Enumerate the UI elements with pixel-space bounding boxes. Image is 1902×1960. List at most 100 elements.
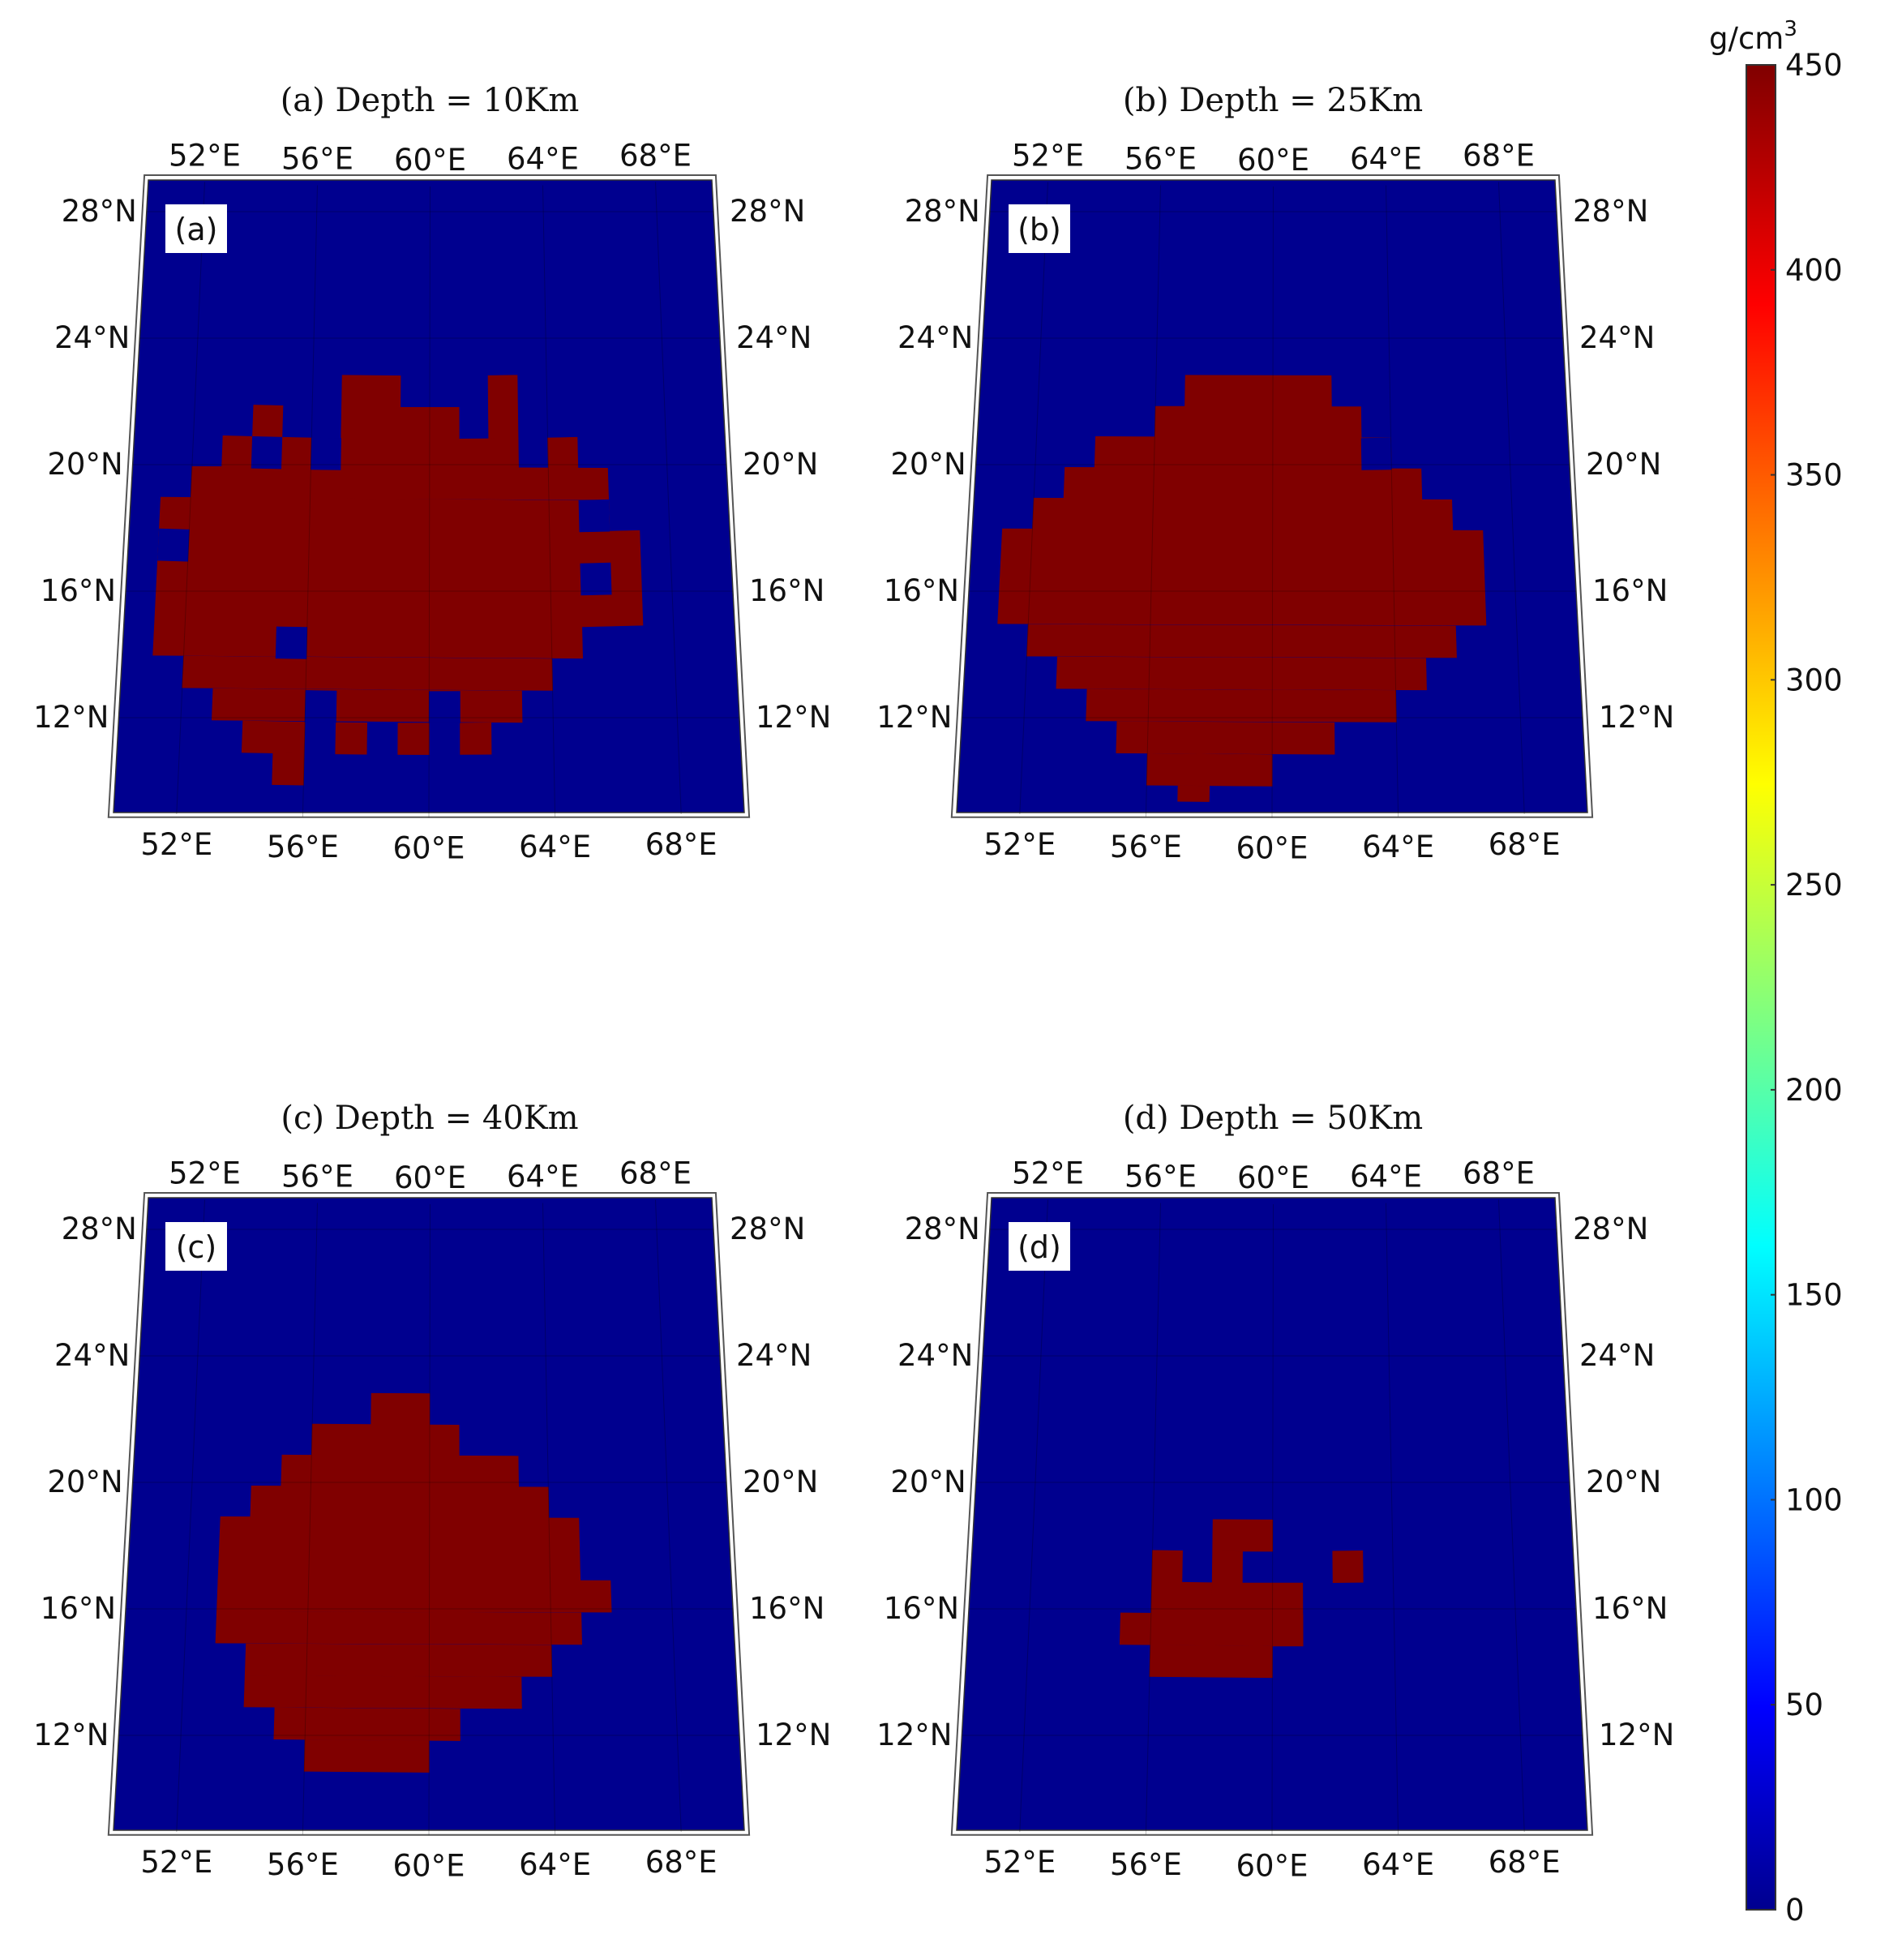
- colorbar-gradient: [1746, 64, 1776, 1911]
- map-panel-3: (c) Depth = 40Km 52°E 52°E 56°E 56°E 60°E 60°E…: [33, 1100, 831, 1883]
- lat-tick-left: 28°N: [905, 1212, 980, 1246]
- map-panel-1: (a) Depth = 10Km 52°E 52°E 56°E 56°E 60°E 60°E…: [33, 82, 831, 865]
- lat-tick-right: 20°N: [1586, 447, 1661, 482]
- lat-tick-left: 20°N: [890, 1465, 966, 1499]
- lon-tick-bottom: 68°E: [645, 827, 718, 862]
- lon-tick-bottom: 52°E: [140, 827, 212, 862]
- density-cell: [997, 528, 1487, 626]
- density-cell: [273, 1707, 461, 1741]
- map-panel-4: (d) Depth = 50Km 52°E 52°E 56°E 56°E 60°E 60°E…: [876, 1100, 1674, 1883]
- density-cell: [1032, 497, 1454, 532]
- meridian-line: [176, 182, 205, 814]
- lat-tick-right: 20°N: [743, 447, 818, 482]
- lon-tick-bottom: 52°E: [983, 1845, 1056, 1880]
- density-cell: [241, 720, 306, 754]
- lon-tick-top: 64°E: [1350, 1159, 1422, 1194]
- meridian-line: [1271, 186, 1274, 818]
- meridian-line: [302, 185, 318, 817]
- density-cell: [1026, 624, 1457, 658]
- density-cell: [579, 530, 611, 564]
- panel-tag-box: [165, 1222, 227, 1271]
- lat-tick-left: 28°N: [62, 1212, 137, 1246]
- lat-tick-left: 16°N: [41, 1591, 116, 1626]
- lat-tick-right: 12°N: [1599, 1718, 1674, 1752]
- lat-tick-left: 16°N: [884, 1591, 959, 1626]
- density-cell: [458, 438, 520, 471]
- low-cell: [578, 499, 610, 533]
- lon-tick-bottom: 60°E: [393, 1848, 465, 1883]
- lon-tick-bottom: 64°E: [1362, 1847, 1434, 1882]
- density-cell: [272, 753, 305, 786]
- lat-tick-right: 24°N: [736, 320, 812, 355]
- density-cell: [340, 438, 460, 471]
- meridian-line: [428, 1203, 431, 1836]
- lat-tick-left: 16°N: [884, 573, 959, 608]
- lon-tick-top: 52°E: [1012, 1156, 1084, 1190]
- lat-tick-right: 20°N: [743, 1465, 818, 1499]
- low-cell: [251, 435, 283, 470]
- lat-tick-right: 16°N: [1592, 573, 1668, 608]
- colorbar-tick-label: 400: [1785, 253, 1843, 288]
- lat-tick-right: 24°N: [736, 1338, 812, 1373]
- low-cell: [275, 626, 308, 659]
- lon-tick-top: 60°E: [1237, 143, 1309, 178]
- density-cell: [1177, 785, 1210, 802]
- lon-tick-top: 60°E: [1237, 1160, 1309, 1195]
- density-cell: [1149, 1645, 1273, 1679]
- lon-tick-top: 64°E: [507, 1159, 579, 1194]
- meridian-line: [1019, 182, 1048, 814]
- panel-title: (d) Depth = 50Km: [1123, 1100, 1423, 1137]
- lon-tick-top: 52°E: [169, 138, 241, 173]
- density-cell: [397, 723, 430, 755]
- density-cell: [1211, 1550, 1243, 1615]
- density-cell: [1056, 656, 1427, 691]
- lat-tick-right: 16°N: [749, 573, 825, 608]
- density-cell: [152, 496, 584, 659]
- density-cell: [216, 1579, 612, 1613]
- meridian-line: [1145, 185, 1161, 817]
- lat-tick-left: 12°N: [33, 1718, 109, 1752]
- meridian-line: [176, 1199, 205, 1832]
- lat-tick-right: 24°N: [1579, 1338, 1655, 1373]
- colorbar-tick-label: 200: [1785, 1073, 1843, 1108]
- low-cell: [157, 528, 190, 562]
- colorbar-tick-label: 50: [1785, 1688, 1823, 1722]
- lat-tick-left: 16°N: [41, 573, 116, 608]
- lon-tick-bottom: 68°E: [1489, 827, 1561, 862]
- density-cell: [1332, 1550, 1364, 1584]
- lat-tick-right: 16°N: [1592, 1591, 1668, 1626]
- lat-tick-right: 24°N: [1579, 320, 1655, 355]
- colorbar-tick-label: 100: [1785, 1482, 1843, 1517]
- lat-tick-left: 20°N: [890, 447, 966, 482]
- map-panel-2: (b) Depth = 25Km 52°E 52°E 56°E 56°E 60°E 60°E…: [876, 82, 1674, 865]
- density-cell: [1063, 466, 1423, 501]
- lon-tick-bottom: 64°E: [519, 1847, 591, 1882]
- meridian-line: [302, 1203, 318, 1835]
- density-cell: [371, 1392, 431, 1426]
- lat-tick-right: 12°N: [756, 700, 831, 735]
- lat-tick-right: 16°N: [749, 1591, 825, 1626]
- lat-tick-left: 24°N: [897, 320, 973, 355]
- colorbar-tick-label: 250: [1785, 868, 1843, 903]
- lat-tick-left: 28°N: [62, 194, 137, 229]
- lat-tick-right: 12°N: [756, 1718, 831, 1752]
- meridian-line: [1019, 1199, 1048, 1832]
- meridian-line: [655, 1199, 682, 1832]
- density-cell: [1184, 375, 1332, 408]
- density-cell: [1241, 1582, 1273, 1615]
- lat-tick-left: 20°N: [47, 447, 122, 482]
- density-cell: [1154, 405, 1362, 439]
- meridian-line: [1498, 182, 1525, 814]
- density-cell: [1151, 1550, 1183, 1583]
- lat-tick-right: 28°N: [730, 194, 805, 229]
- density-cell: [311, 1423, 460, 1457]
- lon-tick-bottom: 68°E: [1489, 1845, 1561, 1880]
- lat-tick-right: 20°N: [1586, 1465, 1661, 1499]
- density-cell: [1119, 1612, 1304, 1647]
- lon-tick-bottom: 56°E: [1110, 1847, 1182, 1882]
- density-cell: [460, 722, 492, 755]
- panel-title: (c) Depth = 40Km: [281, 1100, 578, 1137]
- panel-tag-box: [165, 204, 227, 253]
- lon-tick-top: 56°E: [1124, 1159, 1197, 1194]
